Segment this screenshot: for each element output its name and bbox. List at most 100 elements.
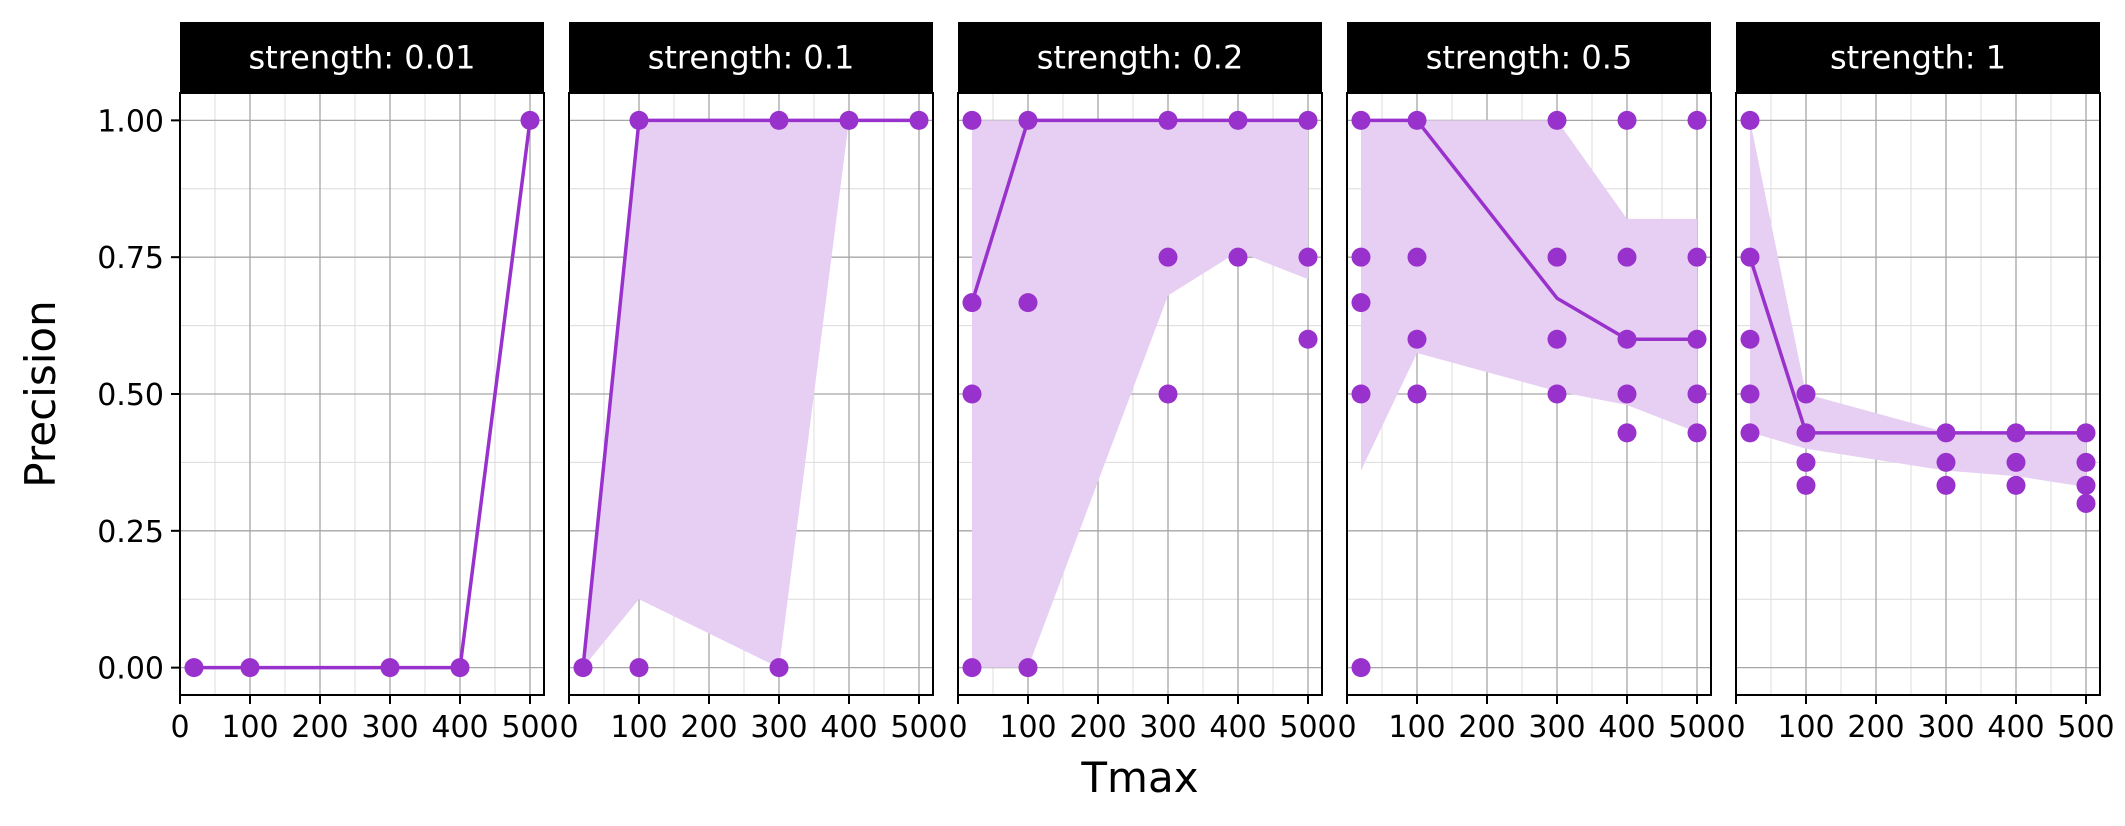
- facet-strip: [1736, 22, 2100, 93]
- data-point: [1687, 247, 1707, 267]
- confidence-ribbon: [583, 120, 919, 668]
- y-tick-label: 1.00: [97, 104, 164, 139]
- data-point: [520, 110, 540, 130]
- data-point: [1298, 247, 1318, 267]
- x-tick-label: 500: [1279, 710, 1336, 745]
- x-tick-label: 300: [1917, 710, 1974, 745]
- y-tick-label: 0.75: [97, 241, 164, 276]
- x-tick-label: 400: [1598, 710, 1655, 745]
- data-point: [1351, 247, 1371, 267]
- data-point: [1687, 423, 1707, 443]
- data-point: [839, 110, 859, 130]
- x-axis-title: Tmax: [1080, 753, 1198, 802]
- x-tick-label: 200: [291, 710, 348, 745]
- data-point: [1018, 110, 1038, 130]
- x-tick-label: 0: [1726, 710, 1745, 745]
- data-point: [1687, 110, 1707, 130]
- facet-strip: [1347, 22, 1711, 93]
- data-point: [1547, 247, 1567, 267]
- data-point: [1158, 384, 1178, 404]
- data-point: [1158, 110, 1178, 130]
- data-point: [1936, 423, 1956, 443]
- data-point: [962, 658, 982, 678]
- data-point: [1936, 452, 1956, 472]
- data-point: [1228, 247, 1248, 267]
- data-point: [450, 658, 470, 678]
- data-point: [962, 293, 982, 313]
- data-point: [909, 110, 929, 130]
- data-point: [1796, 423, 1816, 443]
- x-tick-label: 0: [948, 710, 967, 745]
- data-point: [769, 110, 789, 130]
- y-axis-title: Precision: [16, 300, 65, 487]
- facet-strip-label: strength: 0.1: [648, 39, 855, 77]
- data-point: [1687, 329, 1707, 349]
- data-point: [769, 658, 789, 678]
- data-point: [380, 658, 400, 678]
- mean-line: [1361, 118, 1697, 342]
- panel-4: strength: 0.5 0 100 200 300 400 500: [1337, 22, 1726, 745]
- data-point: [629, 110, 649, 130]
- x-tick-label: 300: [1528, 710, 1585, 745]
- data-point: [1351, 658, 1371, 678]
- facet-strip: [569, 22, 933, 93]
- y-axis: 0.00 0.25 0.50 0.75 1.00: [97, 104, 180, 687]
- data-point: [1351, 384, 1371, 404]
- x-tick-label: 100: [610, 710, 667, 745]
- panel-3: strength: 0.2 0 100 200 300 400 500: [948, 22, 1337, 745]
- data-point: [1740, 423, 1760, 443]
- x-tick-label: 200: [1069, 710, 1126, 745]
- data-point: [2076, 423, 2096, 443]
- data-point: [1407, 384, 1427, 404]
- data-point: [1796, 384, 1816, 404]
- data-point: [2076, 475, 2096, 495]
- data-point: [2006, 423, 2026, 443]
- data-point: [1547, 329, 1567, 349]
- data-point: [2076, 493, 2096, 513]
- data-point: [1617, 329, 1637, 349]
- x-tick-label: 500: [1668, 710, 1725, 745]
- data-point: [1740, 329, 1760, 349]
- data-point: [1740, 110, 1760, 130]
- panel-1: strength: 0.01 0 100 200 300 400 500: [170, 22, 559, 745]
- data-point: [1407, 110, 1427, 130]
- x-tick-label: 400: [820, 710, 877, 745]
- y-tick-label: 0.25: [97, 515, 164, 550]
- x-tick-label: 400: [431, 710, 488, 745]
- data-point: [573, 658, 593, 678]
- facet-strip-label: strength: 0.01: [249, 39, 476, 77]
- confidence-ribbon: [1361, 120, 1697, 471]
- data-point: [240, 658, 260, 678]
- data-point: [184, 658, 204, 678]
- data-point: [2006, 475, 2026, 495]
- data-point: [962, 110, 982, 130]
- x-tick-label: 200: [1458, 710, 1515, 745]
- data-point: [1298, 329, 1318, 349]
- data-point: [1617, 247, 1637, 267]
- x-tick-label: 500: [890, 710, 947, 745]
- x-tick-label: 300: [361, 710, 418, 745]
- data-point: [1351, 110, 1371, 130]
- data-point: [1158, 247, 1178, 267]
- x-tick-label: 100: [221, 710, 278, 745]
- y-tick-label: 0.00: [97, 652, 164, 687]
- x-tick-label: 0: [170, 710, 189, 745]
- x-tick-label: 400: [1987, 710, 2044, 745]
- data-point: [1018, 658, 1038, 678]
- x-tick-label: 500: [501, 710, 558, 745]
- data-point: [1407, 329, 1427, 349]
- facet-strip-label: strength: 0.5: [1426, 39, 1633, 77]
- panel-5: strength: 1 0 100 200 300 400 500: [1726, 22, 2115, 745]
- facet-strip-label: strength: 0.2: [1037, 39, 1244, 77]
- y-tick-label: 0.50: [97, 378, 164, 413]
- facet-strip: [958, 22, 1322, 93]
- data-point: [1298, 110, 1318, 130]
- data-point: [1018, 293, 1038, 313]
- panel-2: strength: 0.1 0 100 200 300 400 500: [559, 22, 948, 745]
- data-point: [1687, 384, 1707, 404]
- facet-strip: [180, 22, 544, 93]
- data-point: [962, 384, 982, 404]
- x-tick-label: 0: [1337, 710, 1356, 745]
- data-point: [1407, 247, 1427, 267]
